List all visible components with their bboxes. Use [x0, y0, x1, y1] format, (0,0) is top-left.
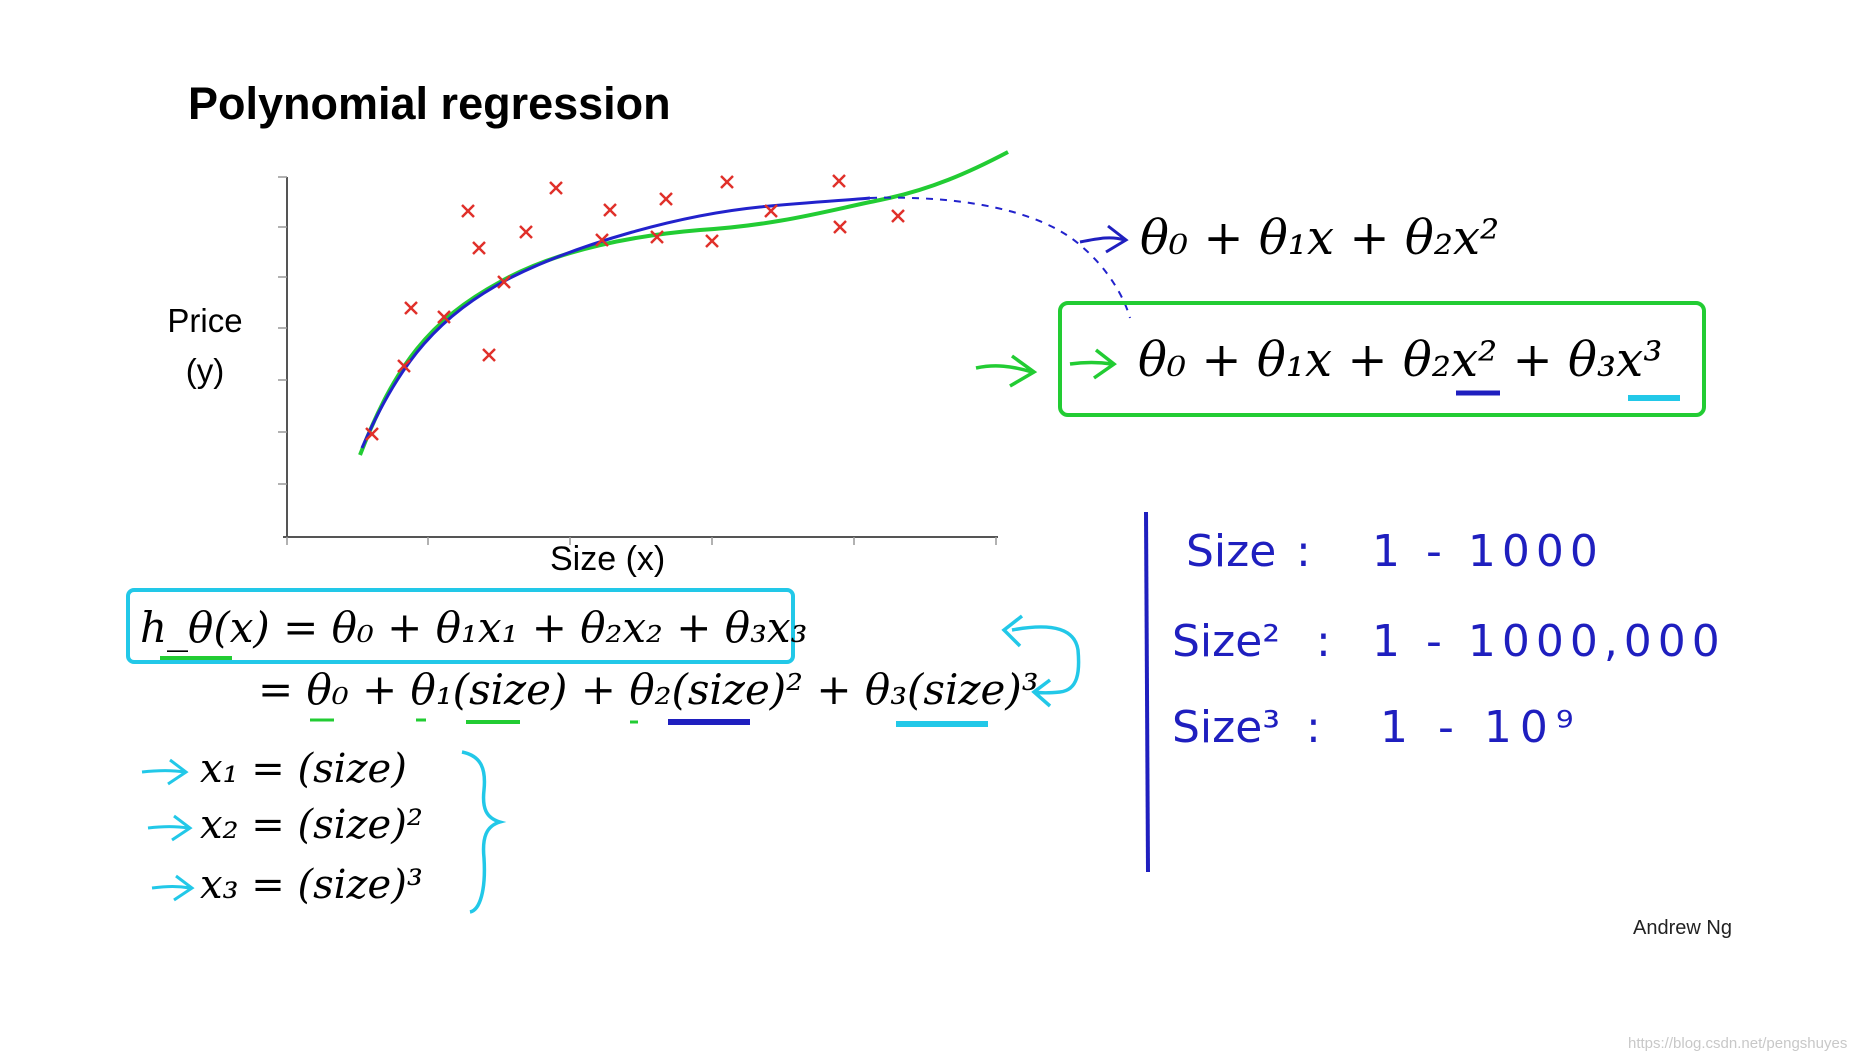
- scale-note-label: Size²: [1172, 616, 1280, 667]
- scale-notes: Size : 1 - 1000 Size² : 1 - 1000,000 Siz…: [1172, 526, 1726, 753]
- data-point: [437, 310, 451, 324]
- cyan-curly-brace-icon: [461, 750, 507, 914]
- blue-arrow-icon: [1079, 224, 1129, 254]
- plot-axes: [283, 177, 998, 538]
- data-point: [764, 204, 778, 218]
- data-point: [833, 220, 847, 234]
- cubic-model: θ₀ + θ₁x + θ₂x² + θ₃x³: [1138, 332, 1662, 388]
- feature-x3: x₃ = (size)³: [200, 862, 423, 908]
- author-credit: Andrew Ng: [1633, 917, 1732, 939]
- slide-title: Polynomial regression: [188, 78, 671, 129]
- hypothesis-line1: h_θ(x) = θ₀ + θ₁x₁ + θ₂x₂ + θ₃x₃: [140, 603, 807, 652]
- cyan-bracket-arrow-icon: [1001, 614, 1081, 708]
- data-point: [472, 241, 486, 255]
- green-arrow-outside-icon: [975, 354, 1038, 388]
- data-point: [404, 301, 418, 315]
- x-axis-label: Size (x): [550, 540, 666, 578]
- data-point: [461, 204, 475, 218]
- quadratic-dashed-extension: [869, 196, 1131, 319]
- colon: :: [1306, 702, 1321, 753]
- scale-note-range: 1 - 10⁹: [1380, 702, 1581, 753]
- feature-x2: x₂ = (size)²: [200, 802, 423, 848]
- scale-note-label: Size: [1186, 526, 1276, 577]
- green-arrow-inside-icon: [1069, 348, 1117, 380]
- scale-note-label: Size³: [1172, 702, 1280, 753]
- data-point: [365, 427, 379, 441]
- colon: :: [1296, 526, 1311, 577]
- cyan-arrow-icon: [151, 874, 195, 902]
- notes-divider: [1144, 511, 1150, 873]
- scale-note-range: 1 - 1000: [1372, 526, 1604, 577]
- cyan-arrow-icon: [147, 814, 193, 842]
- hypothesis-line2: = θ₀ + θ₁(size) + θ₂(size)² + θ₃(size)³: [258, 665, 1039, 714]
- y-axis-label-line2: (y): [185, 352, 225, 389]
- data-point: [720, 175, 734, 189]
- data-points: [365, 174, 905, 441]
- data-point: [519, 225, 533, 239]
- data-point: [497, 275, 511, 289]
- data-point: [549, 181, 563, 195]
- watermark: https://blog.csdn.net/pengshuyes: [1628, 1035, 1848, 1052]
- quadratic-fit-curve: [360, 196, 871, 449]
- plot-ticks: [278, 176, 997, 545]
- colon: :: [1316, 616, 1331, 667]
- quadratic-model: θ₀ + θ₁x + θ₂x²: [1140, 210, 1499, 266]
- data-point: [650, 230, 664, 244]
- hypothesis-box: [126, 588, 795, 664]
- scale-note-range: 1 - 1000,000: [1372, 616, 1726, 667]
- data-point: [705, 234, 719, 248]
- cubic-model-box: [1058, 301, 1706, 417]
- cubic-fit-curve: [358, 150, 1009, 456]
- data-point: [397, 359, 411, 373]
- data-point: [891, 209, 905, 223]
- data-point: [595, 233, 609, 247]
- cyan-arrow-icon: [141, 758, 189, 786]
- feature-x1: x₁ = (size): [200, 746, 407, 792]
- y-axis-label-line1: Price: [167, 302, 243, 339]
- data-point: [482, 348, 496, 362]
- data-point: [603, 203, 617, 217]
- data-point: [832, 174, 846, 188]
- y-axis-label: Price (y): [150, 296, 260, 396]
- data-point: [659, 192, 673, 206]
